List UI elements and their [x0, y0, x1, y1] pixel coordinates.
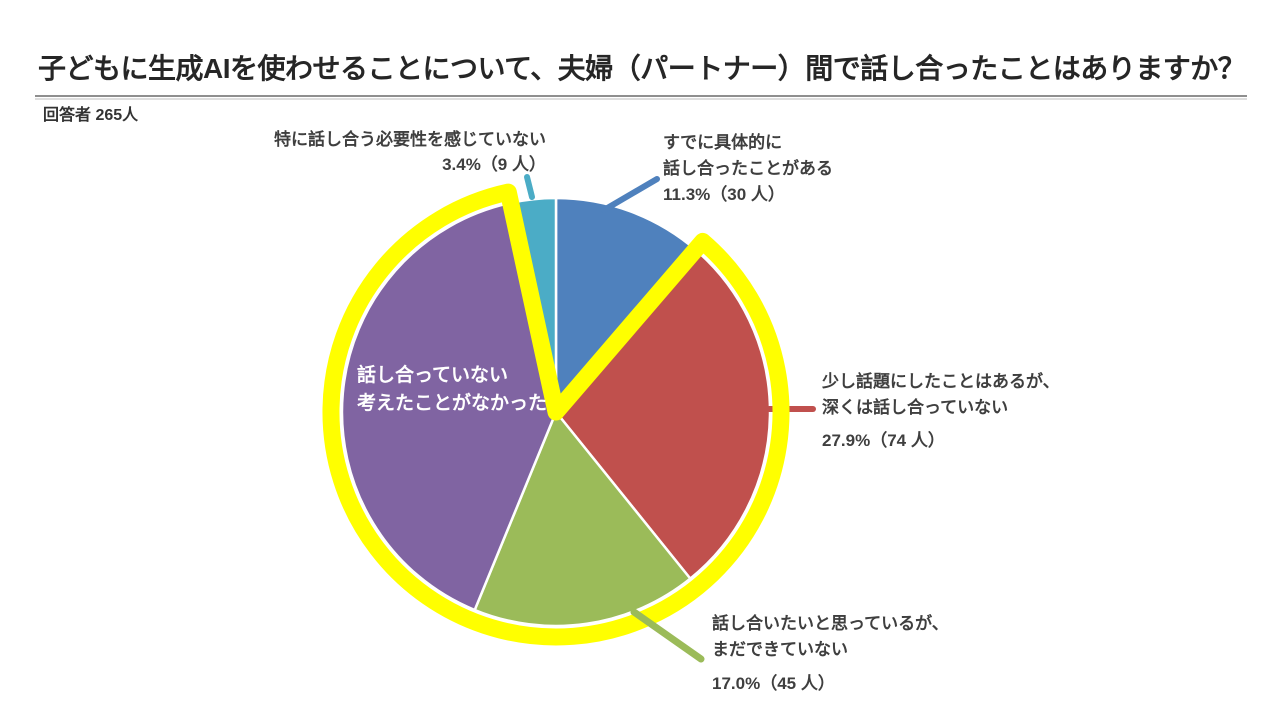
callout-label: 特に話し合う必要性を感じていない — [274, 130, 546, 149]
callout-already-discussed: すでに具体的に 話し合ったことがある 11.3%（30 人） — [663, 130, 833, 208]
callout-discussed-lightly: 少し話題にしたことはあるが、 深くは話し合っていない 27.9%（74 人） — [822, 369, 1060, 454]
leader-line-want-to-discuss — [630, 608, 705, 663]
callout-label: 話し合いたいと思っているが、 — [712, 614, 949, 633]
callout-label: 少し話題にしたことはあるが、 — [822, 372, 1060, 391]
page-title: 子どもに生成AIを使わせることについて、夫婦（パートナー）間で話し合ったことはあ… — [38, 53, 1246, 84]
respondents-note: 回答者 265人 — [43, 107, 139, 124]
callout-label: すでに具体的に — [663, 133, 783, 152]
callout-label: まだできていない — [712, 640, 848, 659]
callout-value: 11.3%（30 人） — [663, 185, 785, 204]
callout-no-need-felt: 特に話し合う必要性を感じていない 3.4%（9 人） — [246, 127, 546, 177]
pie-inner-label-not-discussed: 話し合っていない 考えたことがなかった — [357, 362, 547, 418]
pie-slice-want-to-discuss — [473, 410, 692, 628]
highlight-outline — [322, 183, 790, 646]
callout-label: 深くは話し合っていない — [822, 398, 1009, 417]
callout-value: 3.4%（9 人） — [442, 155, 546, 174]
callout-label: 話し合ったことがある — [663, 159, 833, 178]
pie-slice-discussed-lightly — [554, 248, 772, 580]
inner-label-line: 話し合っていない — [357, 365, 509, 386]
callout-value: 17.0%（45 人） — [712, 674, 835, 693]
callout-want-to-discuss: 話し合いたいと思っているが、 まだできていない 17.0%（45 人） — [712, 611, 949, 697]
pie-slice-not-discussed — [340, 201, 558, 612]
title-underline — [35, 95, 1247, 97]
leader-line-no-need-felt — [524, 174, 535, 200]
inner-label-line: 考えたことがなかった — [357, 393, 548, 414]
leader-line-already-discussed — [601, 176, 660, 213]
callout-value: 27.9%（74 人） — [822, 431, 945, 450]
